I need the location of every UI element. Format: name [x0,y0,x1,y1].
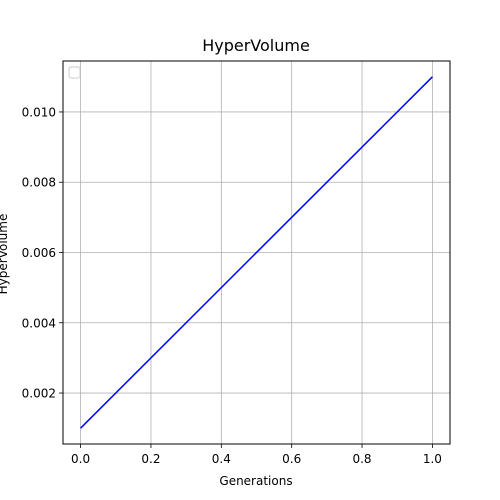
x-tick-label: 1.0 [423,452,442,466]
x-axis-ticks: 0.0 0.2 0.4 0.6 0.8 1.0 [71,444,442,466]
y-axis-label: HyperVolume [0,214,10,295]
y-tick-label: 0.002 [22,387,56,401]
chart-title: HyperVolume [202,36,310,55]
x-tick-label: 0.4 [212,452,231,466]
x-tick-label: 0.2 [141,452,160,466]
x-axis-label: Generations [219,474,292,488]
legend-box [68,66,81,79]
y-tick-label: 0.008 [22,176,56,190]
series-layer [80,76,433,429]
series-line [80,76,433,429]
x-tick-label: 0.0 [71,452,90,466]
y-axis-ticks: 0.002 0.004 0.006 0.008 0.010 [22,105,63,401]
x-tick-label: 0.8 [352,452,371,466]
x-tick-label: 0.6 [282,452,301,466]
y-tick-label: 0.010 [22,105,56,119]
y-tick-label: 0.006 [22,246,56,260]
y-tick-label: 0.004 [22,316,56,330]
